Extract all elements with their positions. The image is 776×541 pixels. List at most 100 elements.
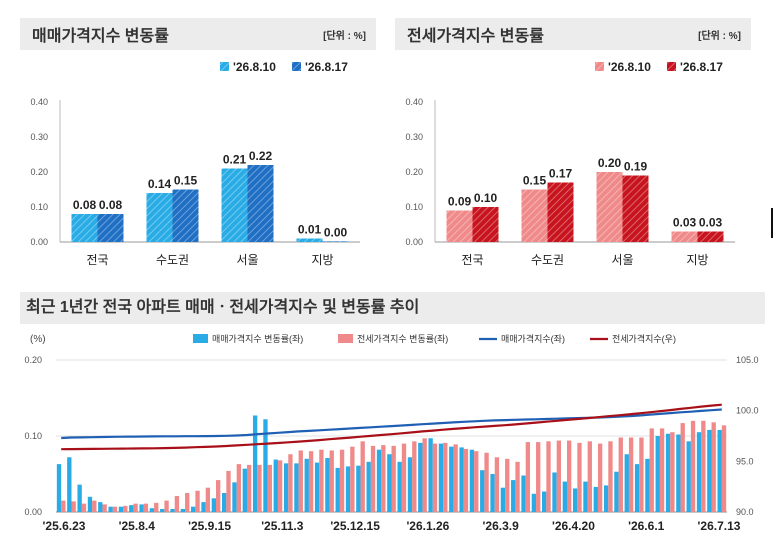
legend-swatch-series-1 [220,62,229,71]
x-category-label: 전국 [461,253,483,267]
bar-sale-change [139,504,144,512]
bar-sale-change [263,419,268,512]
y-right-tick-label: 100.0 [736,406,759,416]
y-left-tick-label: 0.00 [24,507,42,517]
y-tick-label: 0.10 [30,202,48,212]
y-tick-label: 0.20 [405,167,423,177]
sale-unit-label: [단위 : %] [323,31,366,42]
x-tick-label: '26.1.26 [406,519,449,533]
data-label: 0.03 [673,216,697,230]
bar-sale-change [366,461,371,512]
x-category-label: 서울 [611,253,633,267]
data-label: 0.15 [523,174,547,188]
y-tick-label: 0.10 [405,202,423,212]
bar-sale-change [500,487,506,512]
bar-jeonse-change [185,493,190,512]
bar-jeonse-change [453,444,458,512]
bar-jeonse-change [319,449,324,512]
legend-label-1: 매매가격지수 변동률(좌) [212,333,303,344]
legend-swatch-series-2 [667,62,676,71]
x-category-label: 지방 [686,253,708,267]
bar-jeonse-change [680,423,685,512]
x-tick-label: '25.9.15 [188,519,231,533]
bar-jeonse-change [216,480,221,512]
bar-jeonse-change [298,450,303,512]
bar-jeonse-change [474,451,479,512]
bar-sale-change [191,506,196,512]
bar-sale-change [469,449,475,512]
bar-수도권-series-2 [547,182,574,242]
y-left-tick-label: 0.20 [24,355,42,365]
bar-sale-change [562,481,567,512]
bar-jeonse-change [566,440,572,512]
legend-label-series-2: '26.8.17 [680,60,723,74]
bar-jeonse-change [401,443,407,512]
sale-chart-title: 매매가격지수 변동률 [32,28,169,45]
y-left-tick-label: 0.10 [24,431,42,441]
bar-jeonse-change [639,437,644,512]
bar-sale-change [542,491,547,512]
legend-swatch-1 [193,334,208,343]
bar-수도권-series-2 [172,189,199,242]
bar-jeonse-change [61,500,66,512]
data-label: 0.01 [298,223,322,237]
bar-jeonse-change [432,443,438,512]
bar-sale-change [160,508,165,512]
bar-sale-change [211,498,217,512]
bar-서울-series-2 [622,175,649,242]
bar-sale-change [376,449,382,512]
jeonse-panel-header: 전세가격지수 변동률 [단위 : %] [395,18,751,50]
bar-jeonse-change [205,487,211,512]
bar-sale-change [614,471,619,512]
bar-sale-change [717,429,722,512]
data-label: 0.09 [448,195,472,209]
bar-jeonse-change [288,454,293,512]
trend-section-header: 최근 1년간 전국 아파트 매매ㆍ전세가격지수 및 변동률 추이 [20,292,765,324]
data-label: 0.14 [148,177,172,191]
bar-sale-change [696,432,702,512]
bar-sale-change [118,506,124,512]
bar-sale-change [294,463,299,512]
bar-jeonse-change [659,428,665,512]
line-jeonse-index [61,403,722,451]
bar-jeonse-change [257,464,262,512]
bar-jeonse-change [112,506,118,512]
x-tick-label: '26.4.20 [552,519,595,533]
y-tick-label: 0.00 [405,237,423,247]
bar-sale-change [593,486,598,512]
x-tick-label: '26.7.13 [698,519,741,533]
bar-sale-change [634,464,640,512]
bar-sale-change [655,436,660,512]
line-sale-index [61,408,722,440]
bar-sale-change [98,502,103,512]
bar-sale-change [572,488,578,512]
data-label: 0.15 [174,174,198,188]
bar-sale-change [387,454,392,512]
bar-jeonse-change [267,464,272,512]
bar-sale-change [707,429,712,512]
y-tick-label: 0.40 [30,97,48,107]
bar-sale-change [221,493,227,512]
bar-sale-change [77,484,82,512]
x-tick-label: '25.6.23 [43,519,86,533]
legend-swatch-series-2 [292,62,301,71]
x-category-label: 전국 [86,253,108,267]
bar-전국-series-1 [446,210,473,242]
legend-swatch-series-1 [595,62,604,71]
bar-sale-change [459,447,464,512]
bar-sale-change [129,505,134,512]
bar-sale-change [87,496,93,512]
bar-jeonse-change [92,500,97,512]
bar-jeonse-change [277,460,283,512]
bar-sale-change [583,481,588,512]
bar-sale-change [490,474,495,512]
bar-jeonse-change [102,504,107,512]
bar-sale-change [397,461,402,512]
bar-sale-change [283,463,289,512]
x-category-label: 수도권 [156,253,189,267]
bar-jeonse-change [370,445,376,512]
y-right-tick-label: 105.0 [736,355,759,365]
y-tick-label: 0.30 [405,132,423,142]
bar-sale-change [511,480,516,512]
bar-sale-change [438,443,444,512]
